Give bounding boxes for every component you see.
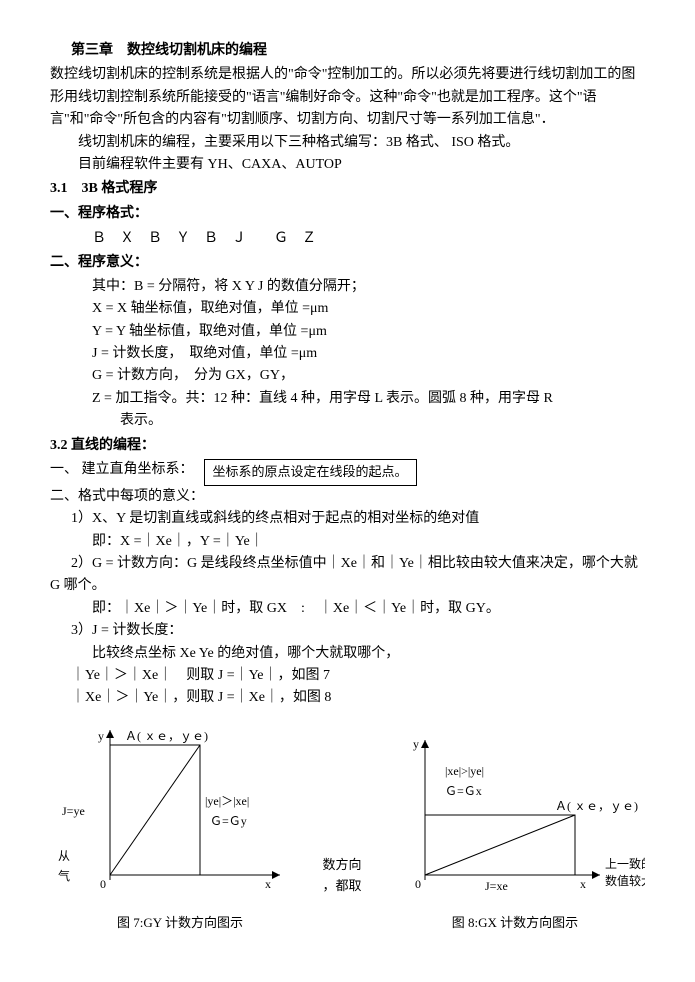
figure-8-svg: y |xe|>|ye| Ｇ=Ｇx Ａ( ｘｅ，ｙｅ) J=xe 0 x 上一致的… [385,720,645,900]
fig8-xlabel: x [580,877,586,891]
format-meaning-title: 二、格式中每项的意义： [50,486,645,508]
item-1: 1）X、Y 是切割直线或斜线的终点相对于起点的相对坐标的绝对值 [50,508,645,530]
item-2: 2）G = 计数方向：G 是线段终点坐标值中｜Xe｜和｜Ye｜相比较由较大值来决… [50,553,645,598]
fig7-A: Ａ( ｘｅ，ｙｅ) [125,729,208,743]
section-3-1-title: 3.1 3B 格式程序 [50,178,645,200]
intro-para-1: 数控线切割机床的控制系统是根据人的"命令"控制加工的。所以必须先将要进行线切割加… [50,64,645,131]
coord-box: 坐标系的原点设定在线段的起点。 [204,459,417,486]
mid-text-1: 数方向 [323,855,373,876]
coord-label: 一、 建立直角坐标系： [50,459,194,481]
item-3: 3）J = 计数长度： [50,620,645,642]
mid-text: 数方向 ，都取 [323,720,373,897]
chapter-title: 第三章 数控线切割机床的编程 [50,40,645,62]
fig7-xlabel: x [265,877,271,891]
sub-title-format: 一、程序格式： [50,203,645,225]
format-code: Ｂ Ｘ Ｂ Ｙ Ｂ Ｊ Ｇ Ｚ [50,227,645,249]
fig8-textR1: 上一致的， [605,856,645,871]
fig8-j: J=xe [485,879,508,893]
fig8-ylabel: y [413,737,419,751]
def-z-cont: 表示。 [50,410,645,432]
intro-para-3: 目前编程软件主要有 YH、CAXA、AUTOP [50,154,645,176]
fig8-origin: 0 [415,877,421,891]
fig7-ylabel: y [98,729,104,743]
mid-text-2: ，都取 [323,876,373,897]
item-2b: 即：｜Xe｜＞｜Ye｜时，取 GX : ｜Xe｜＜｜Ye｜时，取 GY。 [50,598,645,620]
def-z: Z = 加工指令。共：12 种：直线 4 种，用字母 L 表示。圆弧 8 种，用… [50,388,645,410]
fig8-cond: |xe|>|ye| [445,764,484,778]
fig7-g: Ｇ=Ｇy [210,814,247,828]
def-g: G = 计数方向， 分为 GX，GY， [50,365,645,387]
sub-title-meaning: 二、程序意义： [50,252,645,274]
def-y: Y = Y 轴坐标值，取绝对值，单位 =μm [50,321,645,343]
def-j: J = 计数长度， 取绝对值，单位 =μm [50,343,645,365]
fig7-caption: 图 7:GY 计数方向图示 [50,913,310,934]
figures-row: y Ａ( ｘｅ，ｙｅ) |ye|＞|xe| Ｇ=Ｇy J=ye 0 x 从 气 … [50,720,645,934]
item-3c: ｜Ye｜＞｜Xe｜ 则取 J =｜Ye｜，如图 7 [50,665,645,687]
item-1b: 即：X =｜Xe｜，Y =｜Ye｜ [50,531,645,553]
fig8-A: Ａ( ｘｅ，ｙｅ) [555,799,638,813]
figure-7-svg: y Ａ( ｘｅ，ｙｅ) |ye|＞|xe| Ｇ=Ｇy J=ye 0 x 从 气 [50,720,310,900]
def-b: 其中：B = 分隔符，将 X Y J 的数值分隔开； [50,276,645,298]
fig7-textL2: 气 [58,868,70,883]
item-3b: 比较终点坐标 Xe Ye 的绝对值，哪个大就取哪个， [50,643,645,665]
section-3-2-title: 3.2 直线的编程： [50,435,645,457]
fig7-textL: 从 [58,849,70,863]
fig8-g: Ｇ=Ｇx [445,784,482,798]
fig8-textR2: 数值较大的 [605,873,645,888]
figure-8: y |xe|>|ye| Ｇ=Ｇx Ａ( ｘｅ，ｙｅ) J=xe 0 x 上一致的… [385,720,645,934]
figure-7: y Ａ( ｘｅ，ｙｅ) |ye|＞|xe| Ｇ=Ｇy J=ye 0 x 从 气 … [50,720,310,934]
intro-para-2: 线切割机床的编程，主要采用以下三种格式编写：3B 格式、 ISO 格式。 [50,132,645,154]
item-3d: ｜Xe｜＞｜Ye｜，则取 J =｜Xe｜，如图 8 [50,687,645,709]
fig7-origin: 0 [100,877,106,891]
coord-row: 一、 建立直角坐标系： 坐标系的原点设定在线段的起点。 [50,459,645,486]
def-x: X = X 轴坐标值，取绝对值，单位 =μm [50,298,645,320]
fig7-j: J=ye [62,804,85,818]
fig7-cond: |ye|＞|xe| [205,794,249,808]
fig8-caption: 图 8:GX 计数方向图示 [385,913,645,934]
